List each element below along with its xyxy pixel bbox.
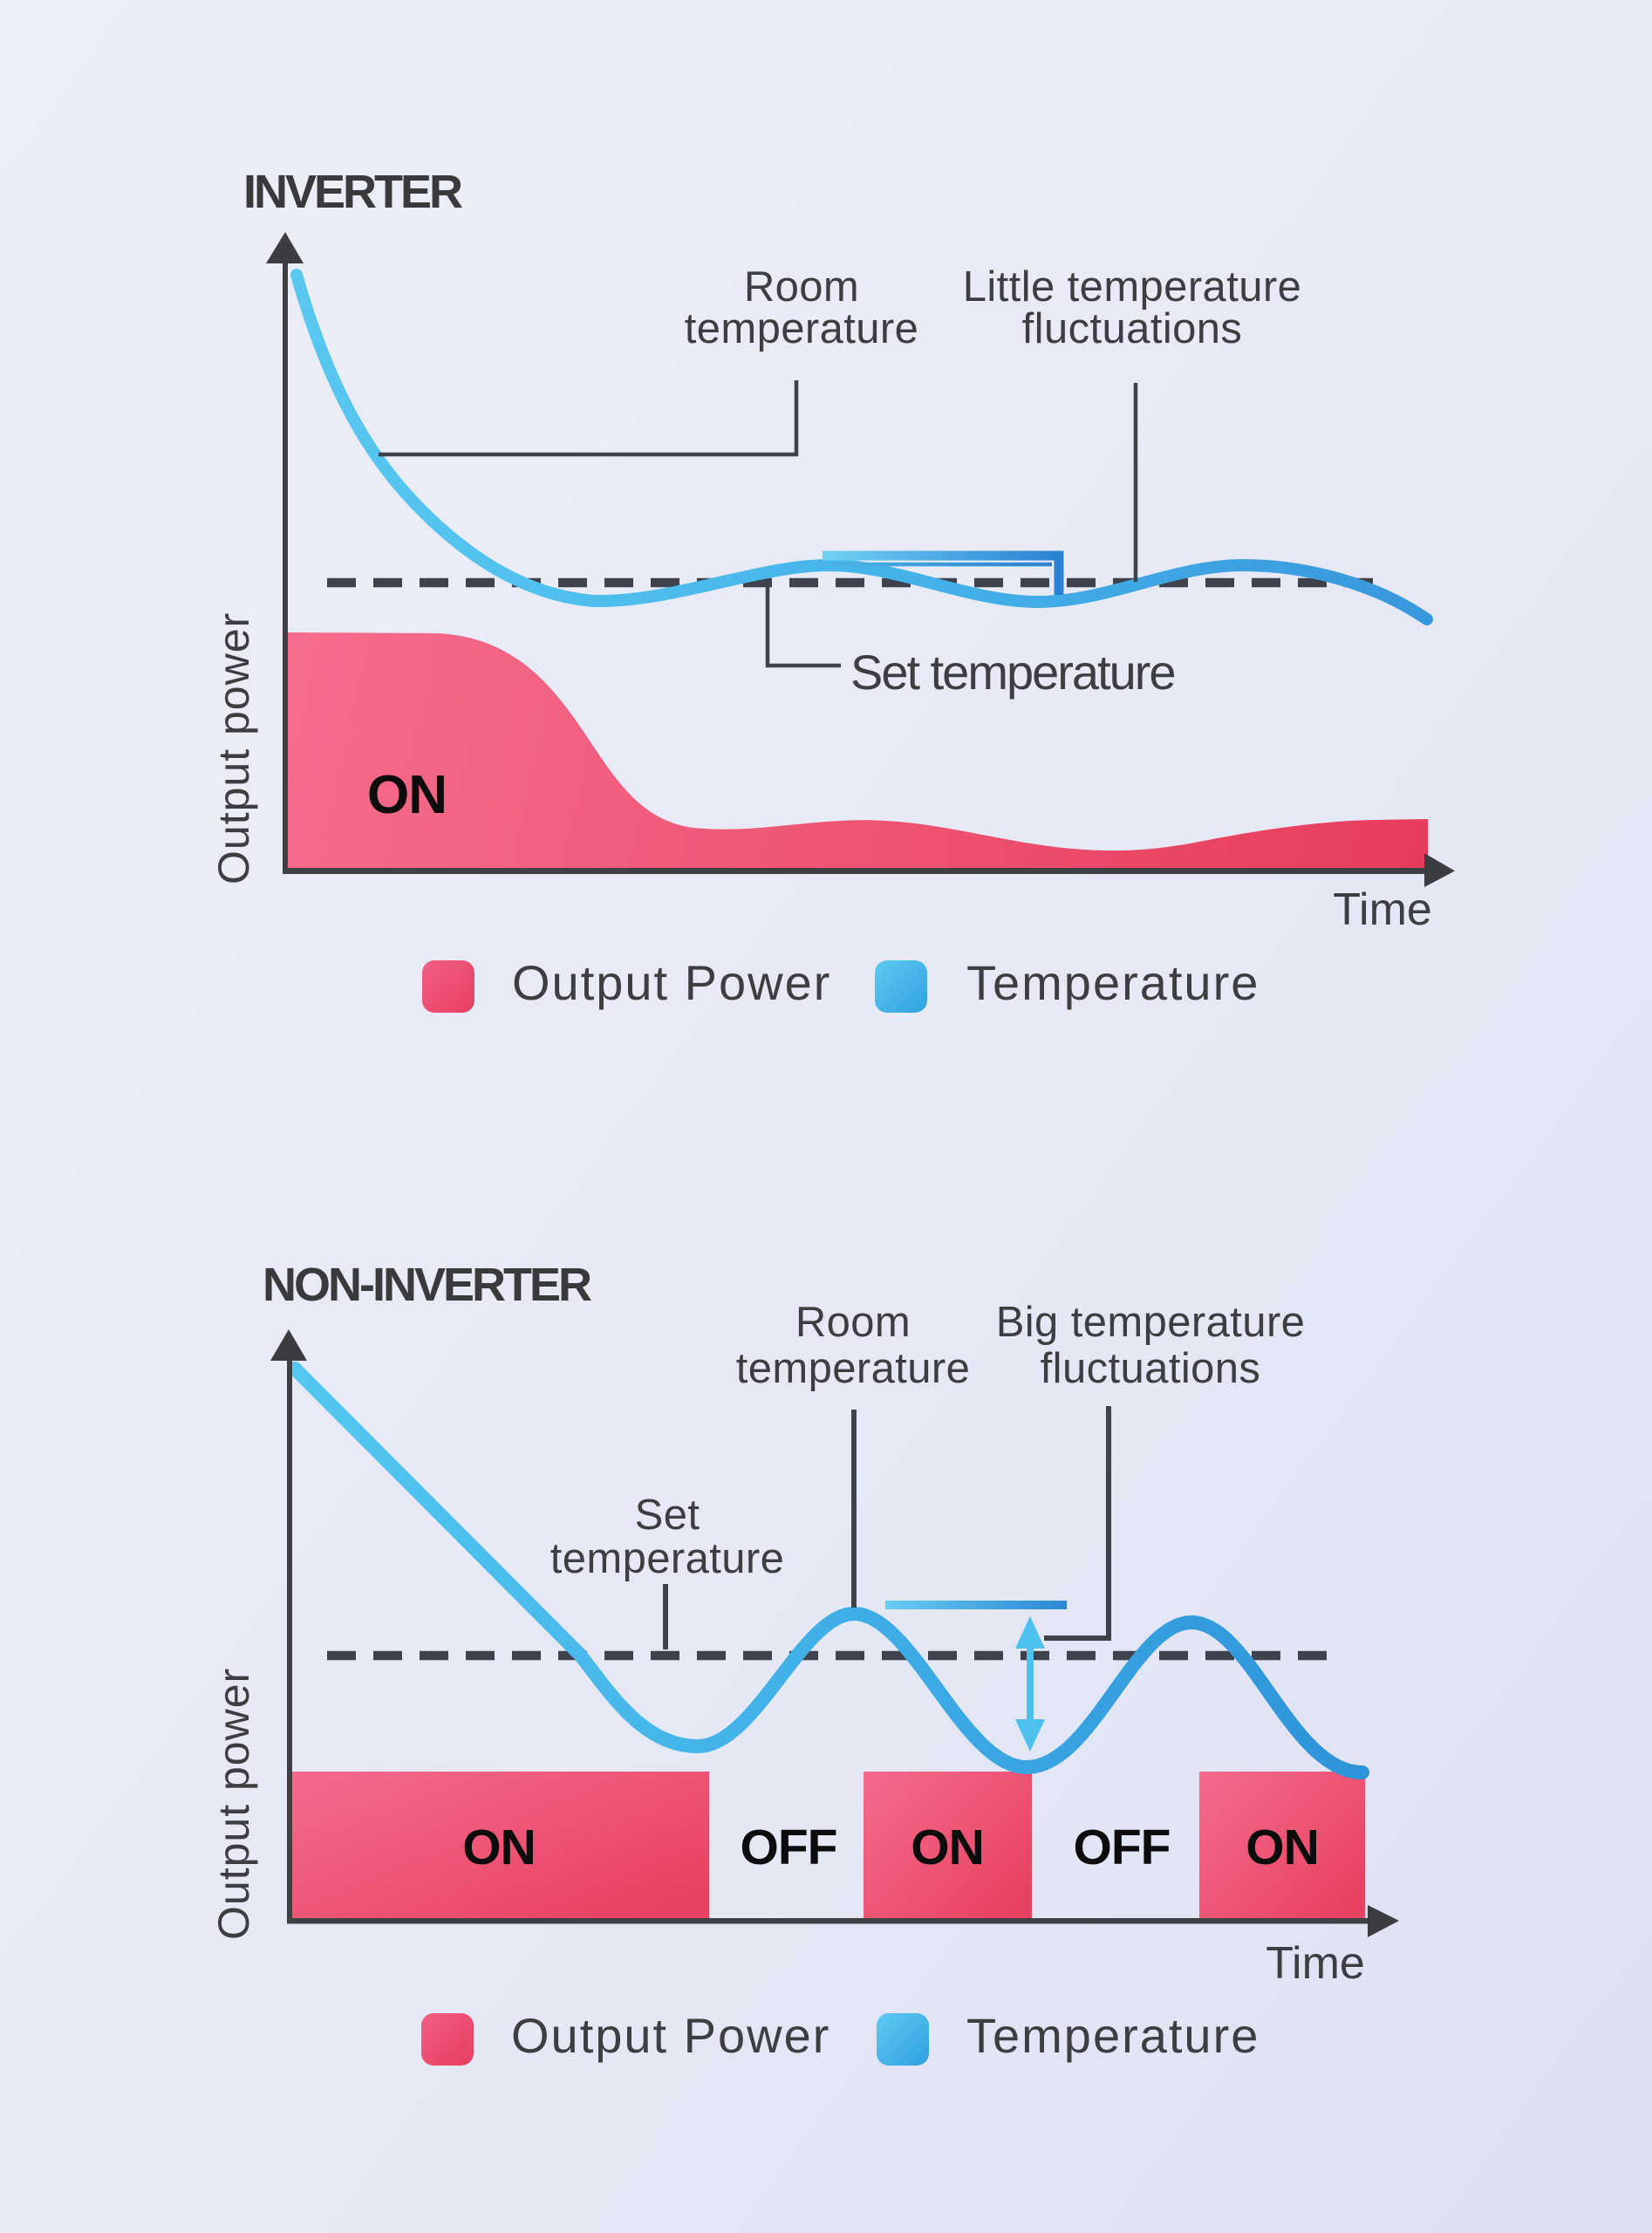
svg-text:Temperature: Temperature bbox=[966, 2008, 1259, 2063]
svg-text:ON: ON bbox=[367, 765, 447, 825]
svg-text:Room: Room bbox=[795, 1299, 911, 1346]
svg-text:Room: Room bbox=[744, 263, 859, 311]
svg-text:Set temperature: Set temperature bbox=[850, 645, 1175, 700]
svg-text:ON: ON bbox=[1246, 1820, 1319, 1875]
svg-text:temperature: temperature bbox=[550, 1535, 785, 1582]
svg-text:OFF: OFF bbox=[741, 1820, 837, 1875]
svg-text:fluctuations: fluctuations bbox=[1041, 1345, 1261, 1392]
svg-text:Output Power: Output Power bbox=[511, 2008, 830, 2063]
svg-text:ON: ON bbox=[462, 1820, 536, 1875]
svg-text:Set: Set bbox=[635, 1492, 700, 1539]
svg-text:Output power: Output power bbox=[209, 612, 258, 884]
svg-text:Big temperature: Big temperature bbox=[996, 1299, 1306, 1346]
svg-text:temperature: temperature bbox=[736, 1345, 971, 1392]
svg-text:ON: ON bbox=[911, 1820, 984, 1875]
svg-text:Temperature: Temperature bbox=[966, 955, 1259, 1010]
svg-text:INVERTER: INVERTER bbox=[243, 166, 462, 218]
svg-text:OFF: OFF bbox=[1074, 1820, 1171, 1875]
svg-text:temperature: temperature bbox=[685, 305, 919, 352]
svg-text:Output Power: Output Power bbox=[512, 955, 831, 1010]
svg-text:Time: Time bbox=[1266, 1938, 1365, 1989]
svg-text:Time: Time bbox=[1333, 884, 1432, 935]
svg-text:NON-INVERTER: NON-INVERTER bbox=[263, 1259, 591, 1311]
svg-text:Little temperature: Little temperature bbox=[963, 263, 1302, 311]
svg-text:Output power: Output power bbox=[209, 1668, 258, 1940]
svg-text:fluctuations: fluctuations bbox=[1022, 305, 1243, 352]
